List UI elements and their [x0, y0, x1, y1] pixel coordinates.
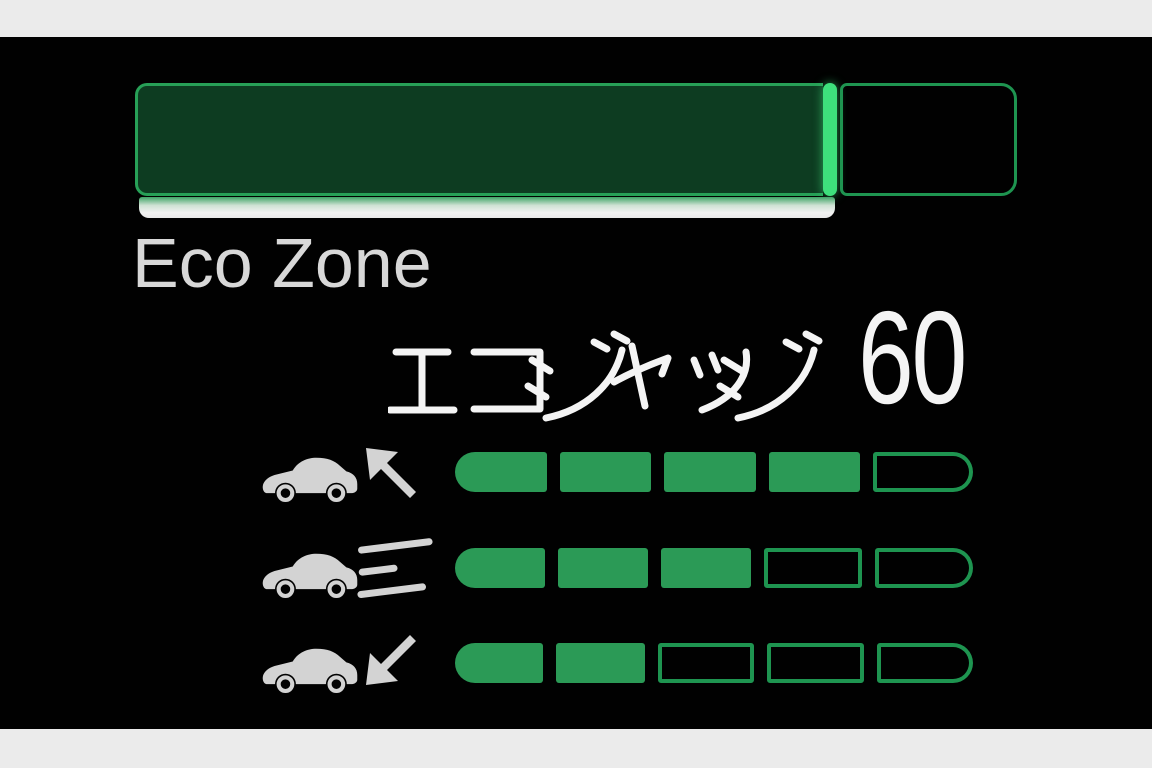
- eco-judge-score: 60: [858, 284, 967, 431]
- kana-small-tsu-glyph: [690, 348, 751, 414]
- kana-small-ya-glyph: [610, 342, 672, 410]
- eco-zone-label: Eco Zone: [132, 224, 432, 302]
- letterbox-top: [0, 0, 1152, 37]
- kana-ko-glyph: [470, 348, 544, 413]
- eco-meter-segments: [455, 452, 973, 492]
- eco-meter-segment-acceleration-1: [455, 452, 547, 492]
- eco-meter-segments: [455, 643, 974, 683]
- eco-meter-row-cruising: [260, 532, 975, 604]
- eco-meter-segment-deceleration-4: [767, 643, 864, 683]
- deceleration-arrow-icon: [366, 635, 416, 685]
- eco-meter-row-acceleration: [260, 436, 975, 508]
- eco-meter-segment-cruising-2: [558, 548, 648, 588]
- eco-zone-progress-bar: [135, 83, 1017, 218]
- acceleration-arrow-icon: [366, 448, 416, 498]
- car-icon: [262, 648, 358, 695]
- eco-meter-segment-deceleration-1: [455, 643, 544, 683]
- car-icon: [262, 553, 358, 600]
- eco-meter-segment-acceleration-4: [768, 452, 861, 492]
- kana-ji-glyph: [716, 330, 823, 422]
- eco-meter-segments: [455, 548, 973, 588]
- eco-meter-segment-acceleration-3: [664, 452, 756, 492]
- letterbox-bottom: [0, 729, 1152, 768]
- eco-zone-fill: [135, 83, 823, 196]
- eco-meter-segment-cruising-3: [661, 548, 751, 588]
- eco-meter-segment-cruising-4: [764, 548, 862, 588]
- car-icon: [262, 457, 358, 504]
- kana-e-glyph: [388, 348, 458, 414]
- eco-zone-empty-track: [840, 83, 1017, 196]
- eco-meter-segment-deceleration-2: [556, 643, 645, 683]
- eco-meter-segment-cruising-5: [875, 548, 973, 588]
- eco-meter-row-deceleration: [260, 627, 975, 699]
- kana-ji-glyph: [524, 330, 631, 422]
- eco-meter-segment-deceleration-3: [657, 643, 755, 683]
- eco-meter-segment-acceleration-2: [559, 452, 652, 492]
- eco-zone-underline: [139, 197, 835, 218]
- cruising-speed-lines-icon: [357, 538, 433, 598]
- eco-zone-fill-marker: [823, 83, 837, 196]
- eco-meter-segment-deceleration-5: [876, 643, 974, 683]
- eco-judge-label: [388, 330, 823, 422]
- eco-meter-segment-cruising-1: [455, 548, 545, 588]
- eco-meter-segment-acceleration-5: [873, 452, 973, 492]
